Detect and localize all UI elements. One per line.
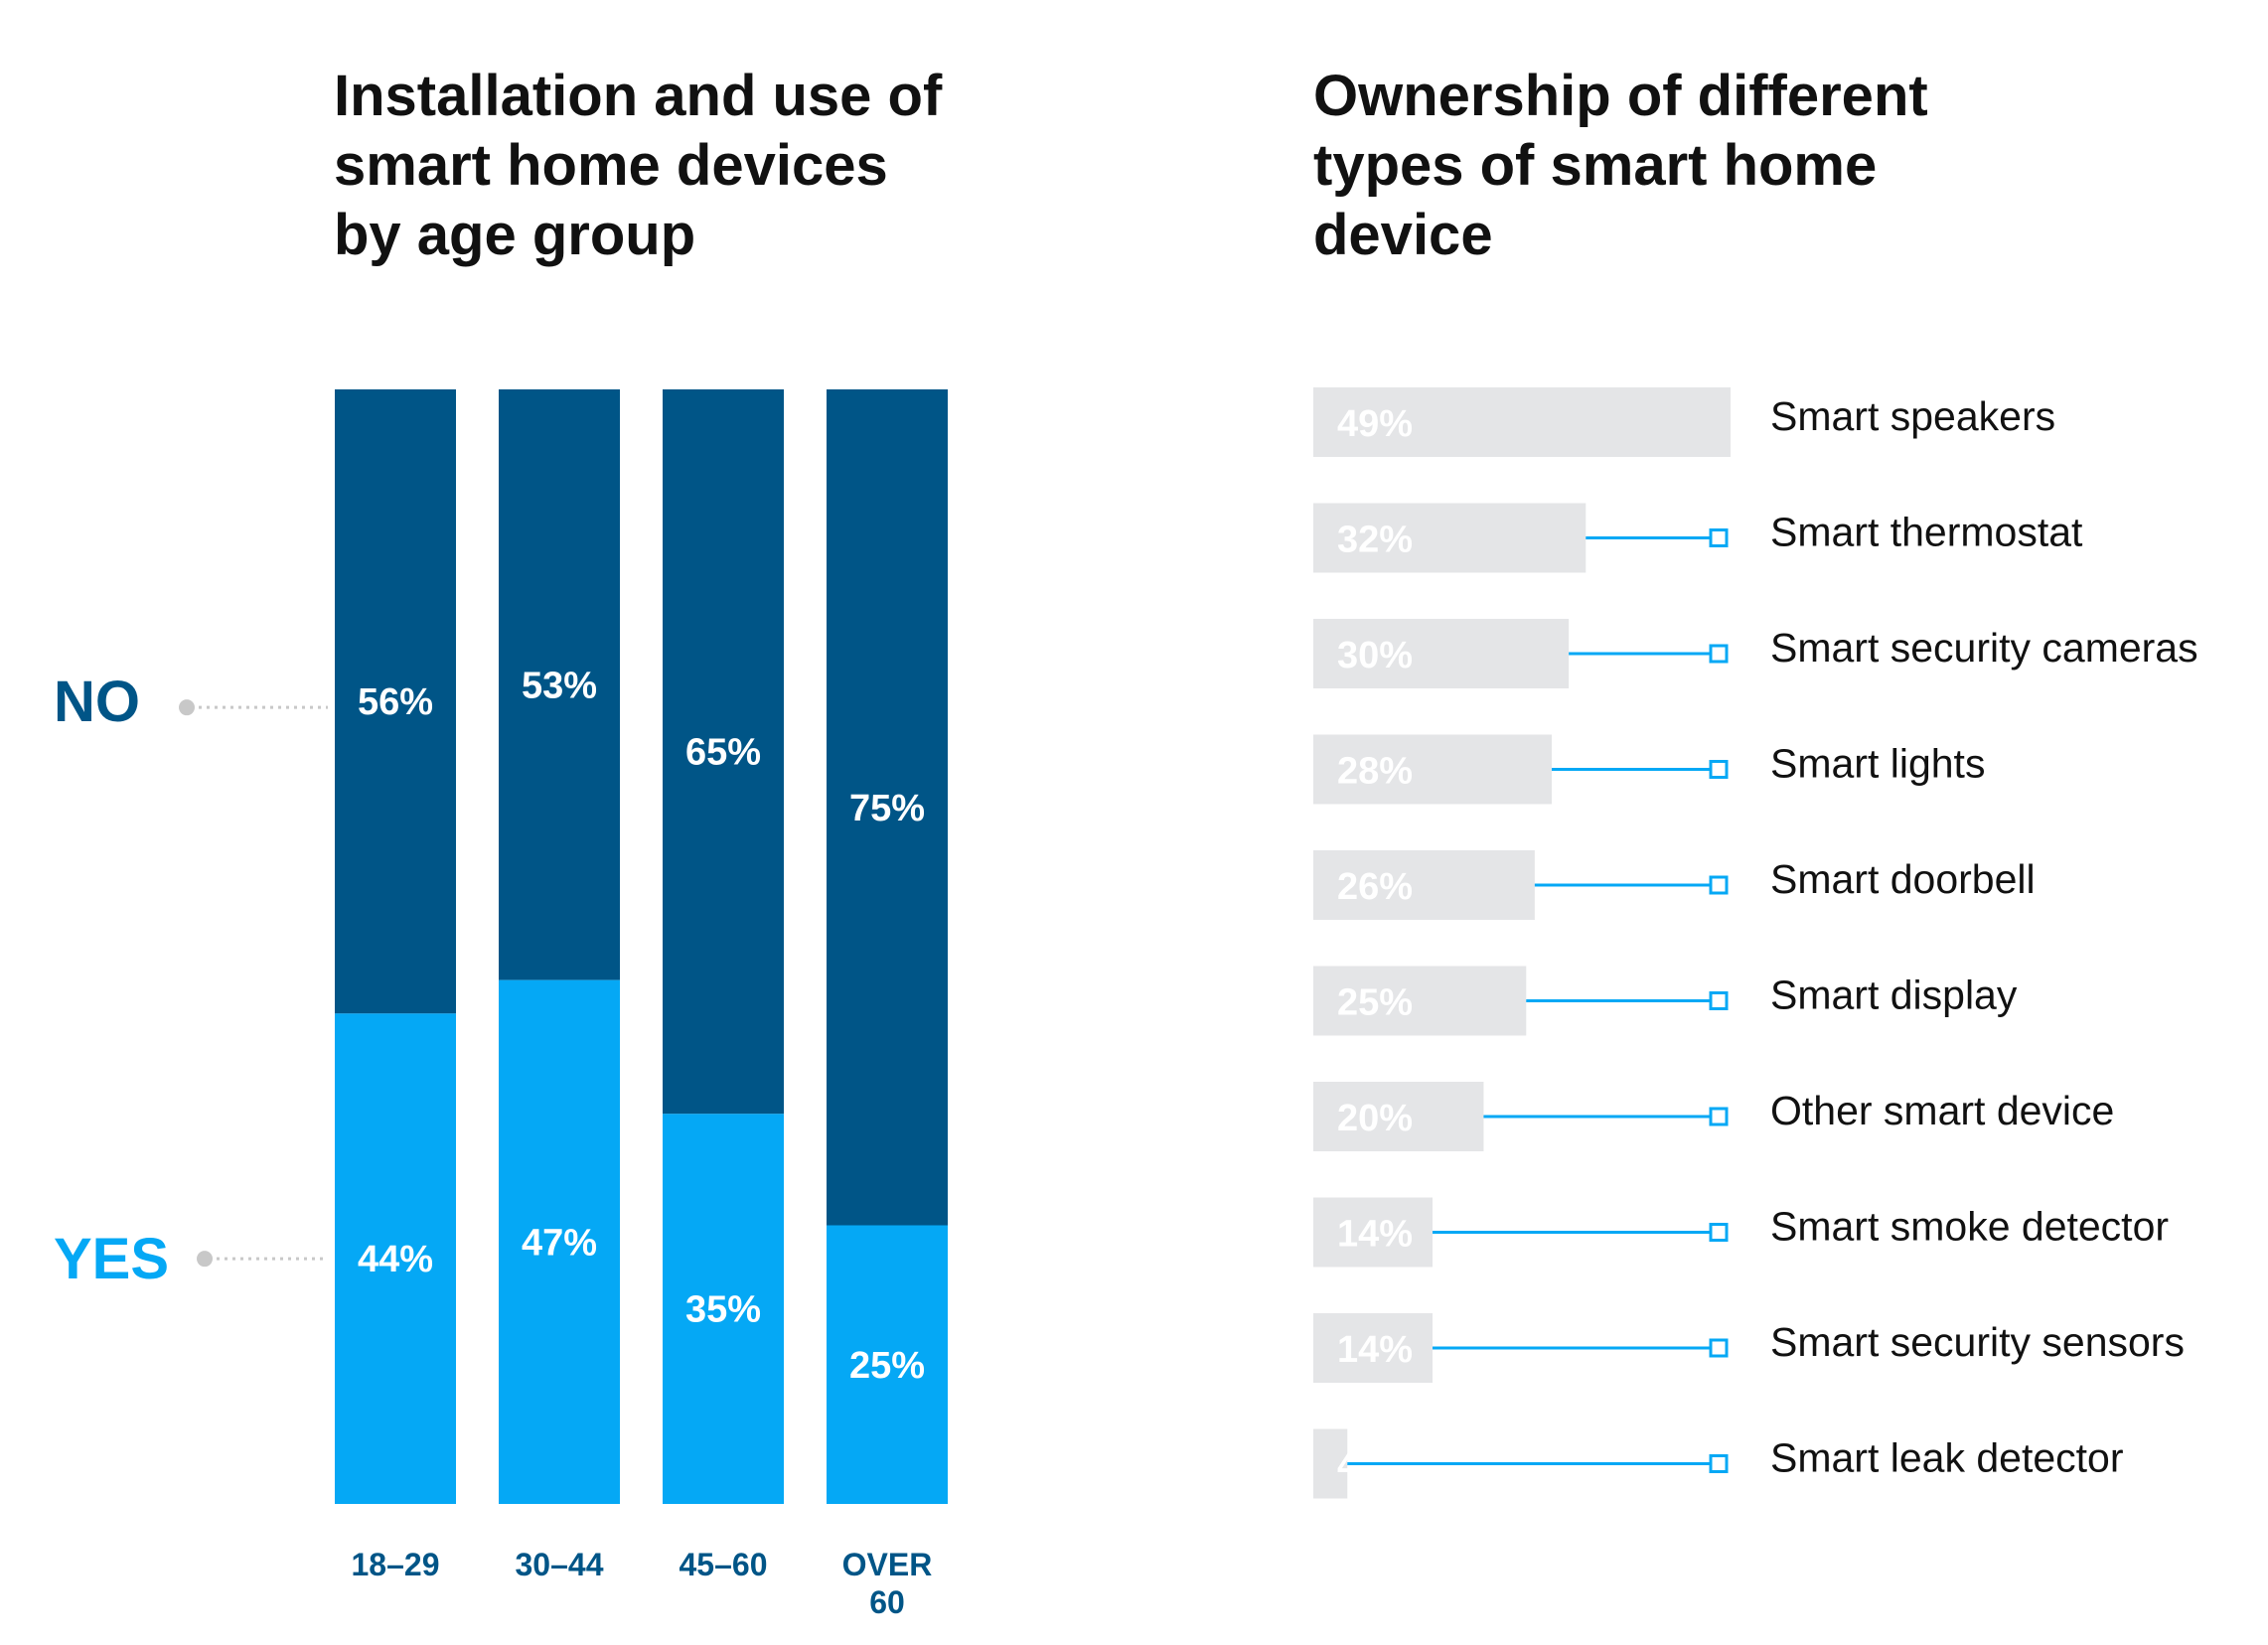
device-category-label-2: Smart security cameras: [1770, 625, 2198, 671]
right-chart-title: Ownership of different types of smart ho…: [1313, 64, 1928, 267]
x-tick-label-0: 18–29: [352, 1547, 440, 1582]
device-connector-marker-6: [1709, 1107, 1729, 1126]
bar-no-label-3: 75%: [849, 788, 925, 829]
device-bar-5: [1313, 966, 1527, 1036]
device-connector-marker-7: [1709, 1223, 1729, 1242]
device-connector-marker-8: [1709, 1338, 1729, 1358]
device-category-label-8: Smart security sensors: [1770, 1319, 2185, 1365]
x-tick-label-2: 45–60: [680, 1547, 768, 1582]
device-bar-4: [1313, 850, 1535, 920]
bar-yes-0: [335, 1013, 456, 1504]
bar-no-label-1: 53%: [522, 665, 597, 706]
device-bar-6: [1313, 1082, 1484, 1151]
device-bar-value-8: 14%: [1337, 1329, 1413, 1371]
bar-yes-1: [499, 979, 620, 1504]
device-bar-value-4: 26%: [1337, 866, 1413, 908]
device-category-label-4: Smart doorbell: [1770, 856, 2036, 902]
bar-yes-label-2: 35%: [685, 1289, 761, 1331]
bar-no-0: [335, 389, 456, 1014]
legend-no-label: NO: [54, 670, 140, 734]
bar-no-label-0: 56%: [358, 681, 433, 723]
bar-no-label-2: 65%: [685, 732, 761, 774]
bar-yes-label-0: 44%: [358, 1239, 433, 1280]
bar-yes-label-3: 25%: [849, 1345, 925, 1387]
device-category-label-1: Smart thermostat: [1770, 510, 2083, 555]
device-bar-7: [1313, 1197, 1433, 1268]
device-bar-value-7: 14%: [1337, 1214, 1413, 1256]
device-category-label-5: Smart display: [1770, 972, 2018, 1018]
device-bar-value-0: 49%: [1337, 403, 1413, 445]
x-tick-label-1: 30–44: [516, 1547, 604, 1582]
device-category-label-6: Other smart device: [1770, 1088, 2114, 1133]
bar-yes-2: [663, 1114, 784, 1504]
device-bar-value-6: 20%: [1337, 1098, 1413, 1139]
device-bar-value-5: 25%: [1337, 982, 1413, 1024]
device-category-label-0: Smart speakers: [1770, 393, 2055, 439]
device-bar-3: [1313, 734, 1552, 805]
device-bar-8: [1313, 1313, 1433, 1383]
device-category-label-3: Smart lights: [1770, 741, 1985, 787]
device-category-label-7: Smart smoke detector: [1770, 1204, 2169, 1250]
bar-no-3: [827, 389, 948, 1226]
legend-yes-label: YES: [54, 1227, 169, 1291]
device-bar-2: [1313, 619, 1570, 688]
device-bar-value-1: 32%: [1337, 520, 1413, 561]
device-connector-marker-1: [1709, 528, 1729, 547]
device-bar-0: [1313, 387, 1731, 457]
device-connector-marker-5: [1709, 991, 1729, 1010]
left-chart-title: Installation and use of smart home devic…: [334, 64, 943, 267]
device-connector-marker-4: [1709, 875, 1729, 895]
bar-yes-3: [827, 1225, 948, 1504]
device-category-label-9: Smart leak detector: [1770, 1435, 2124, 1481]
legend-yes-dot: [197, 1251, 213, 1268]
bar-yes-label-1: 47%: [522, 1222, 597, 1264]
device-connector-marker-9: [1709, 1454, 1729, 1473]
device-bar-9: [1313, 1428, 1348, 1499]
age-group-stacked-bar-chart: 56% 44% 18–29 53% 47% 30–44 65% 35% 45–60 75% 25% O…: [54, 389, 948, 1620]
device-bar-1: [1313, 503, 1587, 573]
legend-no-dot: [179, 699, 195, 716]
device-connector-marker-3: [1709, 760, 1729, 779]
device-bar-value-9: 4%: [1337, 1445, 1392, 1487]
bar-no-1: [499, 389, 620, 980]
x-tick-label-3: OVER 60: [842, 1547, 933, 1620]
device-connector-marker-2: [1709, 644, 1729, 664]
device-bar-value-2: 30%: [1337, 635, 1413, 676]
bar-no-2: [663, 389, 784, 1115]
device-bar-value-3: 28%: [1337, 751, 1413, 793]
